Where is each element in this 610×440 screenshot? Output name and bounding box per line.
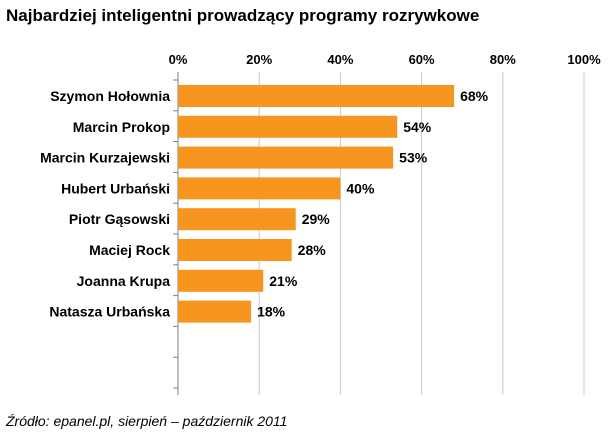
data-label: 28% (298, 242, 327, 258)
x-tick-label: 20% (246, 52, 272, 67)
bar (178, 208, 296, 231)
source-note: Źródło: epanel.pl, sierpień – październi… (6, 413, 288, 429)
data-label: 53% (399, 150, 428, 166)
data-label: 68% (460, 88, 489, 104)
x-tick-label: 80% (490, 52, 516, 67)
bar (178, 146, 394, 169)
data-label: 21% (269, 273, 298, 289)
x-tick-label: 40% (327, 52, 353, 67)
category-label: Hubert Urbański (61, 180, 170, 196)
bar (178, 115, 398, 138)
category-label: Marcin Kurzajewski (40, 150, 170, 166)
bar (178, 300, 252, 323)
x-tick-label: 60% (409, 52, 435, 67)
chart-title: Najbardziej inteligentni prowadzący prog… (6, 6, 480, 25)
data-label: 40% (346, 180, 375, 196)
category-label: Marcin Prokop (73, 119, 170, 135)
category-label: Piotr Gąsowski (69, 211, 170, 227)
x-tick-label: 100% (567, 52, 601, 67)
data-label: 18% (257, 304, 286, 320)
category-label: Natasza Urbańska (49, 304, 170, 320)
data-label: 29% (302, 211, 331, 227)
bar (178, 269, 264, 292)
bar (178, 177, 341, 200)
bar (178, 85, 455, 107)
category-label: Maciej Rock (89, 242, 170, 258)
x-tick-label: 0% (169, 52, 188, 67)
bar (178, 239, 292, 261)
category-label: Szymon Hołownia (50, 88, 170, 104)
category-label: Joanna Krupa (77, 273, 171, 289)
data-label: 54% (403, 119, 432, 135)
